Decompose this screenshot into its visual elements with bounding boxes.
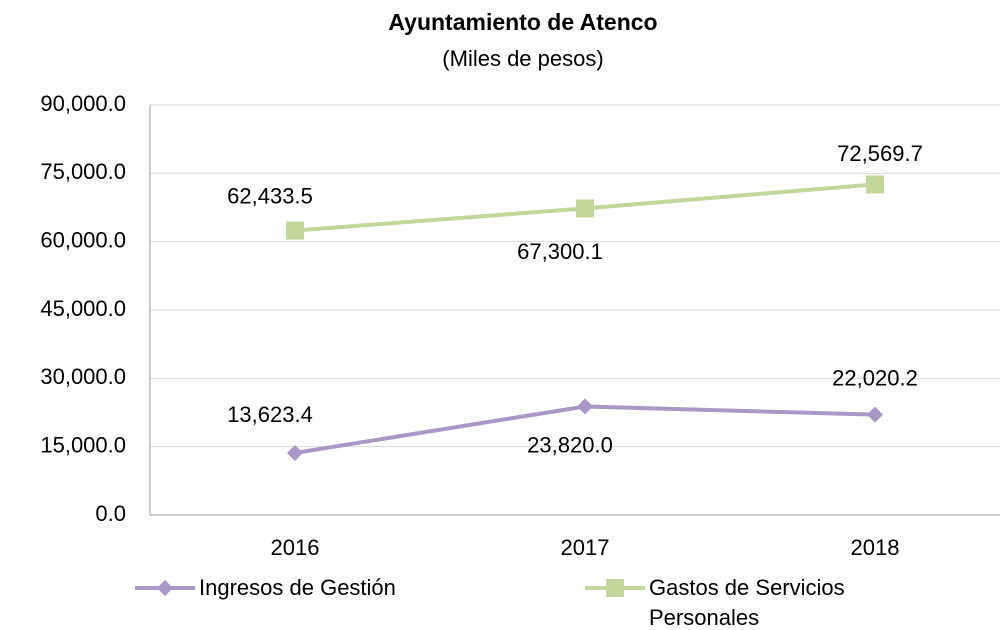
legend-marker <box>157 580 173 596</box>
y-tick-label: 30,000.0 <box>40 364 126 389</box>
y-tick-label: 60,000.0 <box>40 227 126 252</box>
data-label: 22,020.2 <box>832 365 918 390</box>
x-tick-label: 2017 <box>561 535 610 560</box>
data-label: 62,433.5 <box>227 183 313 208</box>
y-tick-label: 45,000.0 <box>40 296 126 321</box>
y-tick-label: 75,000.0 <box>40 159 126 184</box>
data-label: 13,623.4 <box>227 402 313 427</box>
data-label: 23,820.0 <box>527 432 613 457</box>
legend-label: Ingresos de Gestión <box>199 575 396 600</box>
data-point <box>867 406 883 423</box>
y-tick-label: 90,000.0 <box>40 91 126 116</box>
data-label: 67,300.1 <box>517 239 603 264</box>
x-tick-label: 2018 <box>851 535 900 560</box>
x-tick-label: 2016 <box>271 535 320 560</box>
legend-marker <box>606 579 624 597</box>
data-point <box>287 444 303 461</box>
data-point <box>577 398 593 415</box>
y-tick-label: 0.0 <box>95 501 126 526</box>
data-point <box>576 199 594 218</box>
legend-label: Gastos de Servicios Personales <box>649 575 845 630</box>
data-point <box>866 175 884 194</box>
data-point <box>286 221 304 240</box>
chart-title: Ayuntamiento de Atenco <box>388 9 657 35</box>
data-label: 72,569.7 <box>837 141 923 166</box>
chart-subtitle: (Miles de pesos) <box>442 46 603 71</box>
y-tick-label: 15,000.0 <box>40 432 126 457</box>
